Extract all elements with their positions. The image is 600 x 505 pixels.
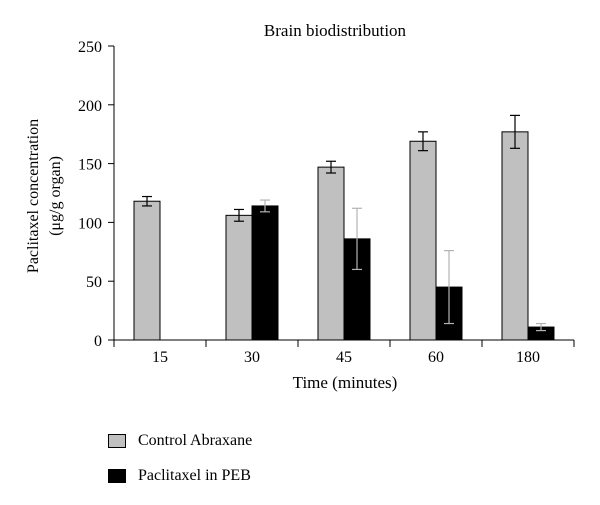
x-tick-label: 60 [428, 349, 444, 366]
y-axis-label: Paclitaxel concentration (μg/g organ) [25, 119, 64, 273]
y-tick-label: 50 [86, 274, 102, 291]
y-tick-label: 0 [94, 333, 102, 350]
y-axis-label-line1: Paclitaxel concentration [25, 119, 42, 273]
y-tick-label: 100 [78, 215, 102, 232]
bar-control-abraxane [225, 214, 253, 341]
bar-control-abraxane [409, 140, 437, 341]
plot-area: 0 50 100 150 200 250 15 30 45 60 180 [78, 39, 575, 366]
x-tick-label: 30 [244, 349, 260, 366]
y-tick-label: 250 [78, 39, 102, 56]
x-tick-label: 15 [152, 349, 168, 366]
y-axis-label-line2: (μg/g organ) [47, 156, 64, 236]
chart-title: Brain biodistribution [264, 21, 407, 40]
bar-paclitaxel-peb [251, 205, 279, 341]
x-tick-label: 45 [336, 349, 352, 366]
y-tick-label: 200 [78, 98, 102, 115]
bar-control-abraxane [501, 131, 529, 341]
bar-control-abraxane [133, 200, 161, 341]
x-tick-label: 180 [516, 349, 540, 366]
y-tick-label: 150 [78, 157, 102, 174]
bar-control-abraxane [317, 166, 345, 341]
x-axis-label: Time (minutes) [293, 373, 398, 392]
